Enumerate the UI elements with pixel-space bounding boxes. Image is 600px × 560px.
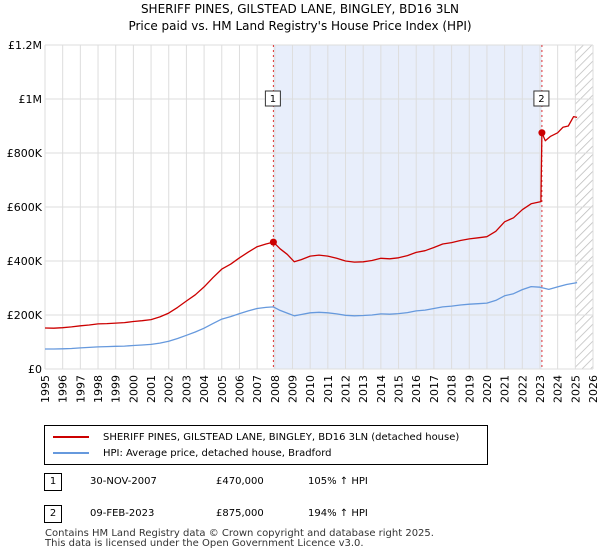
legend: SHERIFF PINES, GILSTEAD LANE, BINGLEY, B… <box>44 425 488 465</box>
x-tick-label: 1998 <box>92 375 105 403</box>
x-tick-label: 2007 <box>251 375 264 403</box>
x-tick-label: 2020 <box>481 375 494 403</box>
transaction-date: 09-FEB-2023 <box>90 508 155 519</box>
x-tick-label: 2021 <box>499 375 512 403</box>
transaction-badge: 1 <box>44 473 62 491</box>
y-tick-label: £600K <box>7 201 43 214</box>
x-tick-label: 2024 <box>552 375 565 403</box>
chart-subtitle: Price paid vs. HM Land Registry's House … <box>128 19 472 33</box>
legend-label-property: SHERIFF PINES, GILSTEAD LANE, BINGLEY, B… <box>103 431 460 443</box>
x-tick-label: 2006 <box>233 375 246 403</box>
footer-copyright: Contains HM Land Registry data © Crown c… <box>45 528 434 539</box>
legend-entry-hpi: HPI: Average price, detached house, Brad… <box>53 446 331 460</box>
y-tick-label: £0 <box>28 363 42 376</box>
x-tick-label: 2023 <box>534 375 547 403</box>
y-tick-label: £800K <box>7 147 43 160</box>
x-tick-label: 2009 <box>286 375 299 403</box>
x-tick-label: 2002 <box>163 375 176 403</box>
x-tick-label: 2010 <box>304 375 317 403</box>
x-tick-label: 1999 <box>110 375 123 403</box>
x-tick-label: 2015 <box>393 375 406 403</box>
x-tick-label: 2014 <box>375 375 388 403</box>
x-tick-label: 2004 <box>198 375 211 403</box>
x-tick-label: 2013 <box>357 375 370 403</box>
transaction-hpi: 194% ↑ HPI <box>308 508 368 519</box>
x-tick-label: 2016 <box>410 375 423 403</box>
y-tick-label: £1M <box>19 93 43 106</box>
transaction-badge: 2 <box>44 505 62 523</box>
transaction-hpi: 105% ↑ HPI <box>308 476 368 487</box>
marker-label-text: 1 <box>270 94 276 105</box>
x-tick-label: 2005 <box>216 375 229 403</box>
x-tick-label: 2022 <box>516 375 529 403</box>
marker-label-box <box>264 90 281 107</box>
series-property-line <box>44 115 578 329</box>
x-tick-label: 2017 <box>428 375 441 403</box>
legend-swatch-hpi <box>53 452 89 454</box>
chart-plot: 1 2 £0 £200K £400K £600K £800K £1M £1.2M 1995 1996… <box>7 39 600 403</box>
x-tick-label: 2001 <box>145 375 158 403</box>
x-tick-label: 2000 <box>127 375 140 403</box>
x-tick-label: 2019 <box>463 375 476 403</box>
chart-title: SHERIFF PINES, GILSTEAD LANE, BINGLEY, B… <box>140 2 460 16</box>
x-tick-label: 1997 <box>74 375 87 403</box>
x-tick-label: 1995 <box>39 375 52 403</box>
x-tick-label: 2008 <box>269 375 282 403</box>
y-tick-label: £1.2M <box>8 39 42 52</box>
sale-point <box>269 238 277 246</box>
x-tick-label: 1996 <box>57 375 70 403</box>
x-tick-label: 2012 <box>340 375 353 403</box>
footer: Contains HM Land Registry data © Crown c… <box>45 529 434 549</box>
x-tick-label: 2026 <box>587 375 600 403</box>
x-tick-label: 2011 <box>322 375 335 403</box>
transaction-price: £470,000 <box>216 476 264 487</box>
transaction-price: £875,000 <box>216 508 264 519</box>
footer-license: This data is licensed under the Open Gov… <box>45 538 364 549</box>
x-tick-label: 2003 <box>180 375 193 403</box>
transaction-date: 30-NOV-2007 <box>90 476 157 487</box>
y-tick-label: £200K <box>7 309 43 322</box>
legend-label-hpi: HPI: Average price, detached house, Brad… <box>103 447 332 459</box>
marker-label-box <box>533 90 550 107</box>
x-tick-label: 2025 <box>569 375 582 403</box>
marker-label-text: 2 <box>538 94 544 105</box>
legend-entry-property: SHERIFF PINES, GILSTEAD LANE, BINGLEY, B… <box>53 430 459 444</box>
x-tick-label: 2018 <box>446 375 459 403</box>
series-hpi-line <box>45 281 578 350</box>
y-tick-label: £400K <box>7 255 43 268</box>
sale-point <box>538 129 546 137</box>
legend-swatch-property <box>53 436 89 438</box>
